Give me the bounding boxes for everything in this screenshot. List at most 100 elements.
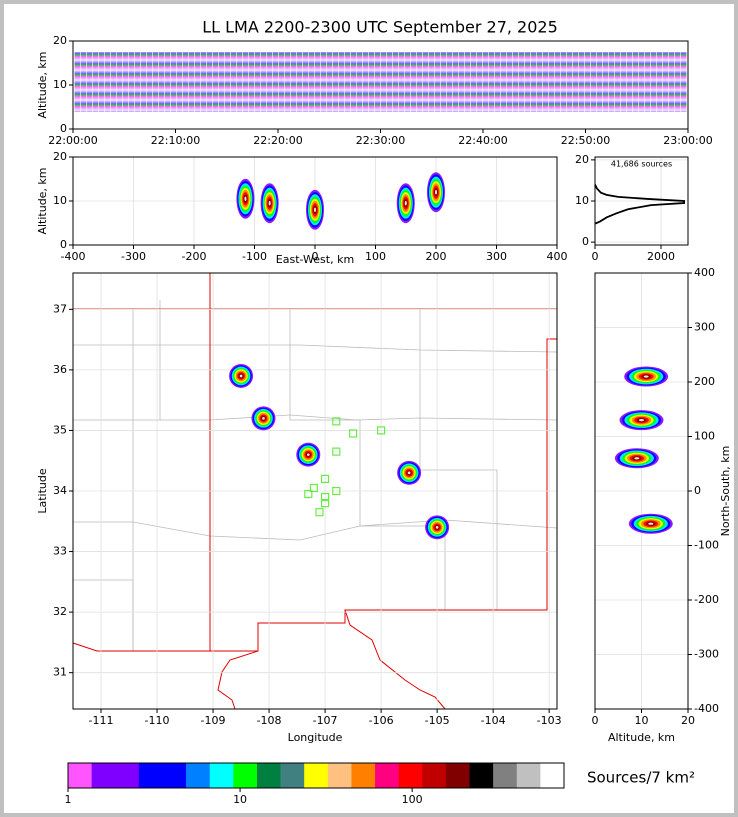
x-tick-label: 0	[312, 250, 319, 263]
x-tick-label: 22:00:00	[48, 134, 97, 147]
cluster-ring	[239, 374, 243, 378]
colorbar-segment	[91, 763, 116, 788]
source-cluster	[229, 363, 254, 388]
x-tick-label: -105	[425, 714, 450, 727]
y-tick-label: 20	[53, 150, 67, 163]
x-tick-label: -400	[61, 250, 86, 263]
y-tick-label: 10	[575, 194, 589, 207]
source-cluster	[624, 366, 669, 387]
colorbar-segment	[516, 763, 541, 788]
x-tick-label: 400	[547, 250, 568, 263]
y-axis-label: Altitude, km	[36, 167, 49, 234]
x-tick-label: 300	[486, 250, 507, 263]
source-cluster	[236, 178, 255, 219]
colorbar-segment	[375, 763, 399, 788]
colorbar-segment	[138, 763, 163, 788]
colorbar-segment	[68, 763, 92, 788]
y-tick-label: 300	[694, 321, 715, 334]
station	[332, 447, 341, 456]
source-cluster	[427, 172, 445, 213]
station	[304, 489, 313, 499]
cluster-ring	[634, 457, 640, 460]
x-tick-label: 100	[365, 250, 386, 263]
cluster-ring	[639, 419, 644, 422]
x-tick-label: 22:50:00	[561, 134, 610, 147]
y-tick-label: 33	[53, 545, 67, 558]
cluster-ring	[648, 522, 654, 525]
x-tick-label: 200	[426, 250, 447, 263]
x-tick-label: 0	[592, 714, 599, 727]
colorbar-segment	[445, 763, 470, 788]
cluster-ring	[262, 417, 265, 420]
y-tick-label: -300	[694, 648, 719, 661]
station	[320, 474, 330, 483]
source-cluster	[425, 515, 450, 540]
station	[332, 417, 341, 426]
cluster-ring	[306, 453, 310, 456]
colorbar-segment	[398, 763, 423, 788]
cluster-ring	[435, 526, 439, 529]
colorbar-segment	[422, 763, 447, 788]
x-tick-label: 22:20:00	[253, 134, 302, 147]
y-tick-label: 10	[53, 78, 67, 91]
y-tick-label: 20	[575, 153, 589, 166]
x-tick-label: -103	[537, 714, 562, 727]
y-tick-label: 0	[60, 122, 67, 135]
station	[309, 483, 318, 493]
x-tick-label: 10	[635, 714, 649, 727]
source-cluster	[628, 513, 673, 534]
y-tick-label: 31	[53, 666, 67, 679]
x-tick-label: -107	[313, 714, 338, 727]
y-tick-label: 0	[60, 238, 67, 251]
station	[315, 508, 324, 517]
x-tick-label: -200	[182, 250, 207, 263]
x-tick-label: -111	[89, 714, 114, 727]
y-axis-label: Altitude, km	[36, 51, 49, 118]
axes-frame	[72, 40, 689, 130]
axes-frame	[72, 156, 558, 246]
x-tick-label: 1	[65, 793, 72, 806]
station	[320, 499, 330, 508]
colorbar-segment	[280, 763, 305, 788]
source-cluster	[306, 189, 324, 230]
x-tick-label: 10	[233, 793, 247, 806]
x-tick-label: 2000	[647, 250, 675, 263]
x-tick-label: -110	[145, 714, 170, 727]
axes-frame	[594, 272, 689, 710]
station	[348, 429, 358, 438]
colorbar-segment	[327, 763, 352, 788]
x-tick-label: -109	[201, 714, 226, 727]
colorbar-segment	[469, 763, 494, 788]
station	[320, 492, 330, 502]
x-tick-label: -100	[242, 250, 267, 263]
colorbar-segment	[186, 763, 211, 788]
altitude-histogram	[594, 184, 686, 225]
colorbar-segment	[256, 763, 281, 788]
y-tick-label: 36	[53, 363, 67, 376]
axes-frame	[594, 156, 689, 246]
x-tick-label: 22:30:00	[356, 134, 405, 147]
y-tick-label: 10	[53, 194, 67, 207]
x-tick-label: -108	[257, 714, 282, 727]
cluster-ring	[314, 207, 316, 213]
cluster-ring	[643, 375, 649, 378]
colorbar-segment	[351, 763, 376, 788]
colorbar-segment	[233, 763, 258, 788]
frame	[4, 4, 734, 813]
y-tick-label: 34	[53, 484, 67, 497]
y-axis-label: North-South, km	[719, 446, 732, 537]
cluster-ring	[407, 471, 411, 475]
chart-title: LL LMA 2200-2300 UTC September 27, 2025	[202, 18, 558, 37]
source-cluster	[619, 410, 664, 431]
source-cluster	[397, 460, 422, 485]
x-axis-label: Altitude, km	[608, 731, 675, 744]
axes-frame	[67, 762, 565, 789]
x-tick-label: 100	[402, 793, 423, 806]
y-tick-label: 200	[694, 375, 715, 388]
colorbar-segment	[493, 763, 518, 788]
cluster-ring	[244, 196, 247, 202]
source-cluster	[396, 183, 415, 224]
y-axis-label: Latitude	[36, 468, 49, 514]
source-cluster	[614, 448, 659, 469]
